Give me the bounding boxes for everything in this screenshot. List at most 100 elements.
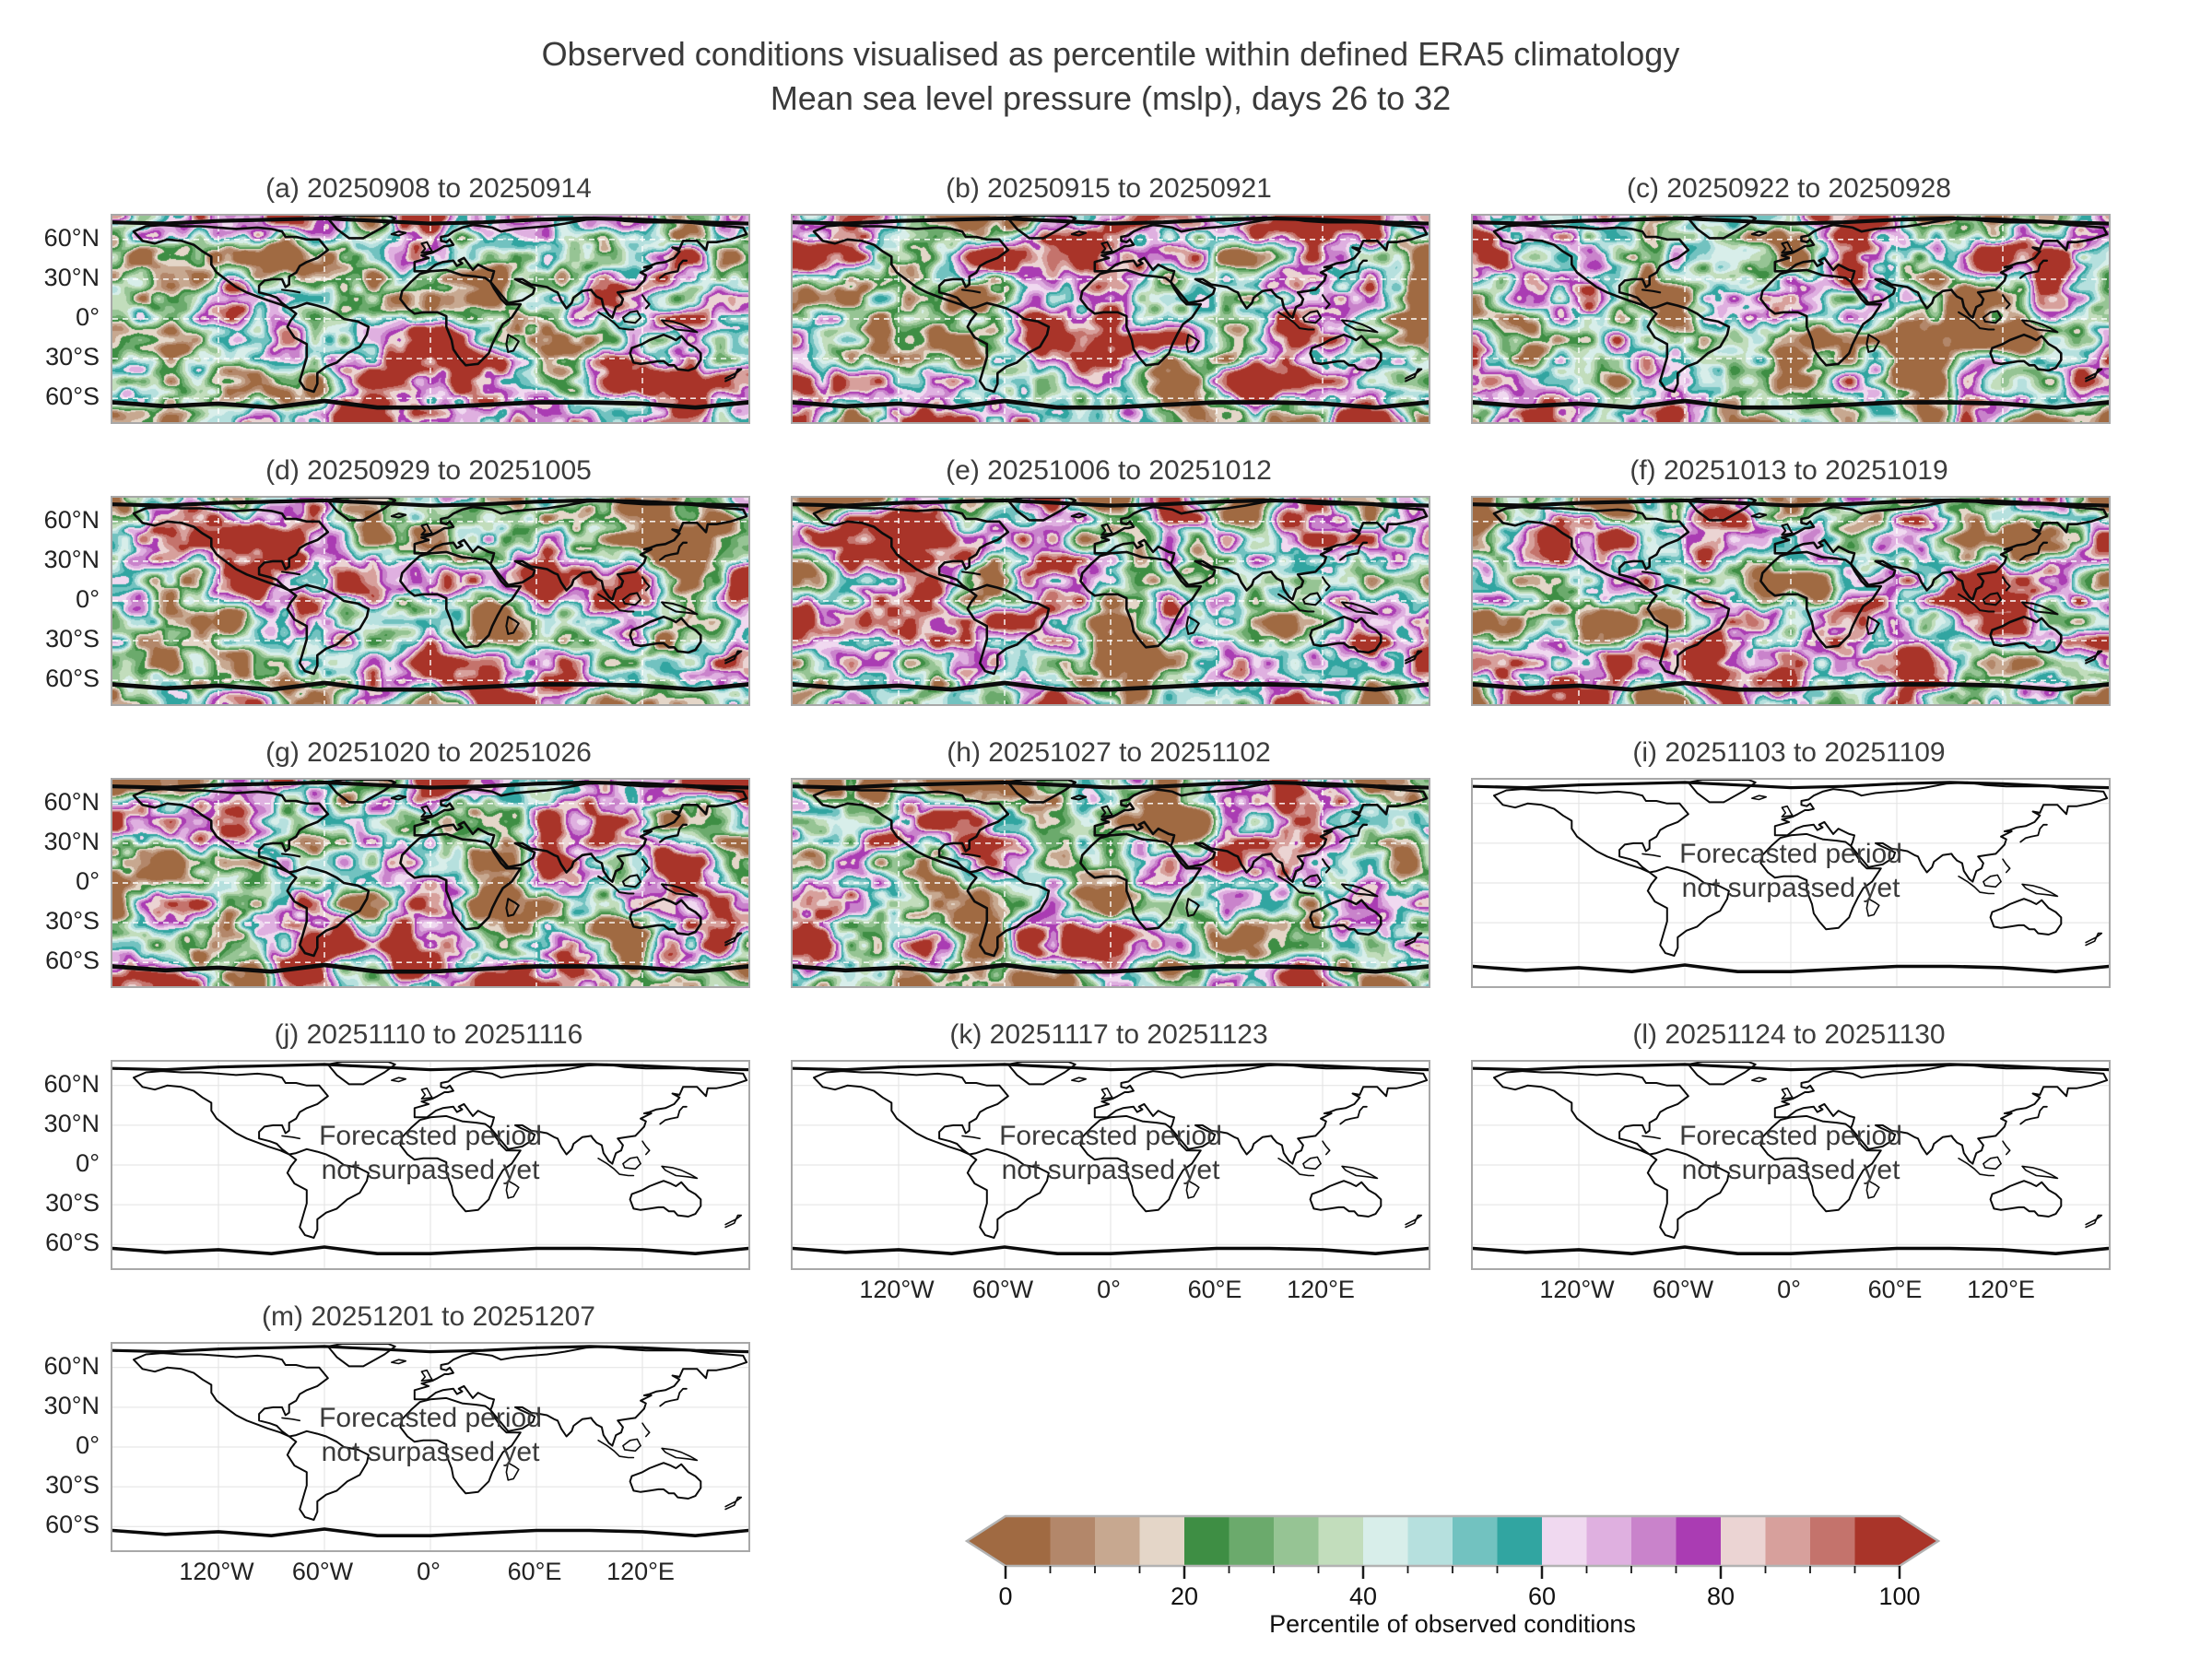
colorbar-label: Percentile of observed conditions bbox=[1269, 1610, 1636, 1638]
colorbar-tick-label: 40 bbox=[1349, 1583, 1377, 1610]
colorbar-segment bbox=[1274, 1516, 1320, 1566]
lat-tick-label: 60°N bbox=[43, 1351, 100, 1380]
forecast-note-line1: Forecasted period bbox=[1679, 1121, 1902, 1151]
forecast-pending-note: Forecasted period not surpassed yet bbox=[112, 1401, 748, 1469]
coastline-overlay bbox=[793, 498, 1429, 704]
colorbar-segment bbox=[1542, 1516, 1588, 1566]
lat-tick-label: 0° bbox=[76, 1431, 100, 1459]
forecast-note-line1: Forecasted period bbox=[319, 1403, 542, 1433]
forecast-note-line2: not surpassed yet bbox=[1681, 1155, 1900, 1185]
lat-tick-label: 60°S bbox=[45, 1511, 100, 1539]
forecast-pending-note: Forecasted period not surpassed yet bbox=[1473, 837, 2109, 905]
colorbar-tick-label: 0 bbox=[998, 1583, 1012, 1610]
forecast-note-line2: not surpassed yet bbox=[1001, 1155, 1220, 1185]
colorbar-segment bbox=[1497, 1516, 1543, 1566]
colorbar-arrow-left bbox=[967, 1516, 1006, 1566]
colorbar-segment bbox=[1095, 1516, 1141, 1566]
world-map-f bbox=[1471, 496, 2111, 706]
panel-title-d: (d) 20250929 to 20251005 bbox=[265, 455, 592, 486]
world-map-e bbox=[791, 496, 1430, 706]
lat-tick-label: 60°N bbox=[43, 223, 100, 252]
coastline-overlay bbox=[1473, 498, 2109, 704]
coastline-overlay bbox=[112, 780, 748, 986]
world-map-h bbox=[791, 778, 1430, 988]
coastline-overlay bbox=[1473, 216, 2109, 422]
lat-tick-label: 0° bbox=[76, 303, 100, 331]
colorbar-segment bbox=[1006, 1516, 1052, 1566]
lat-tick-label: 30°N bbox=[43, 263, 100, 291]
forecast-note-line2: not surpassed yet bbox=[1681, 873, 1900, 903]
colorbar-segment bbox=[1184, 1516, 1230, 1566]
lat-tick-label: 30°S bbox=[45, 907, 100, 935]
lat-tick-label: 0° bbox=[76, 867, 100, 895]
forecast-pending-note: Forecasted period not surpassed yet bbox=[1473, 1119, 2109, 1187]
coastline-overlay bbox=[793, 780, 1429, 986]
forecast-pending-note: Forecasted period not surpassed yet bbox=[793, 1119, 1429, 1187]
colorbar-tick-label: 60 bbox=[1528, 1583, 1556, 1610]
panel-title-e: (e) 20251006 to 20251012 bbox=[946, 455, 1272, 486]
lon-tick-label: 120°E bbox=[1287, 1276, 1355, 1303]
colorbar-tick-label: 20 bbox=[1171, 1583, 1198, 1610]
panel-title-k: (k) 20251117 to 20251123 bbox=[949, 1019, 1268, 1050]
colorbar-segment bbox=[1810, 1516, 1856, 1566]
lat-tick-label: 30°N bbox=[43, 827, 100, 855]
coastline-overlay bbox=[112, 1062, 748, 1268]
coastline-overlay bbox=[793, 216, 1429, 422]
lon-tick-label: 60°E bbox=[507, 1558, 562, 1585]
colorbar-tick-label: 80 bbox=[1707, 1583, 1735, 1610]
forecast-note-line1: Forecasted period bbox=[319, 1121, 542, 1151]
world-map-l: Forecasted period not surpassed yet bbox=[1471, 1060, 2111, 1270]
lat-tick-label: 30°N bbox=[43, 545, 100, 573]
colorbar-segment bbox=[1721, 1516, 1767, 1566]
world-map-c bbox=[1471, 214, 2111, 424]
colorbar-arrow-right bbox=[1900, 1516, 1938, 1566]
colorbar-segment bbox=[1050, 1516, 1096, 1566]
lat-tick-label: 60°S bbox=[45, 382, 100, 411]
colorbar-segment bbox=[1854, 1516, 1900, 1566]
world-map-m: Forecasted period not surpassed yet bbox=[111, 1342, 750, 1552]
world-map-d bbox=[111, 496, 750, 706]
lon-tick-label: 0° bbox=[417, 1558, 441, 1585]
colorbar-segment bbox=[1453, 1516, 1499, 1566]
lat-tick-label: 60°N bbox=[43, 505, 100, 534]
forecast-note-line1: Forecasted period bbox=[1679, 839, 1902, 869]
colorbar-segment bbox=[1229, 1516, 1275, 1566]
colorbar-segment bbox=[1139, 1516, 1185, 1566]
lat-tick-label: 0° bbox=[76, 1149, 100, 1177]
coastline-overlay bbox=[112, 1344, 748, 1550]
lon-tick-label: 120°E bbox=[606, 1558, 675, 1585]
colorbar-svg: 0 20 40 60 80 100 bbox=[964, 1514, 1941, 1610]
lat-tick-label: 30°S bbox=[45, 1471, 100, 1500]
world-map-i: Forecasted period not surpassed yet bbox=[1471, 778, 2111, 988]
lat-tick-label: 30°S bbox=[45, 1189, 100, 1218]
coastline-overlay bbox=[112, 216, 748, 422]
forecast-note-line2: not surpassed yet bbox=[321, 1155, 540, 1185]
lat-tick-label: 0° bbox=[76, 585, 100, 613]
world-map-j: Forecasted period not surpassed yet bbox=[111, 1060, 750, 1270]
lon-tick-label: 60°W bbox=[971, 1276, 1034, 1303]
lat-tick-label: 60°S bbox=[45, 1229, 100, 1257]
colorbar-segment bbox=[1765, 1516, 1811, 1566]
colorbar-segment bbox=[1631, 1516, 1677, 1566]
world-map-b bbox=[791, 214, 1430, 424]
colorbar-segment bbox=[1586, 1516, 1632, 1566]
lon-tick-label: 120°E bbox=[1967, 1276, 2035, 1303]
lat-tick-label: 30°S bbox=[45, 343, 100, 371]
world-map-g bbox=[111, 778, 750, 988]
lat-tick-label: 30°N bbox=[43, 1391, 100, 1419]
coastline-overlay bbox=[1473, 1062, 2109, 1268]
panel-title-i: (i) 20251103 to 20251109 bbox=[1632, 737, 1946, 768]
colorbar-segment bbox=[1363, 1516, 1409, 1566]
panel-title-j: (j) 20251110 to 20251116 bbox=[274, 1019, 583, 1050]
lat-tick-label: 60°N bbox=[43, 1069, 100, 1098]
coastline-overlay bbox=[1473, 780, 2109, 986]
panel-title-a: (a) 20250908 to 20250914 bbox=[265, 173, 592, 204]
lon-tick-label: 60°W bbox=[291, 1558, 354, 1585]
lat-tick-label: 30°N bbox=[43, 1109, 100, 1137]
world-map-k: Forecasted period not surpassed yet bbox=[791, 1060, 1430, 1270]
lat-tick-label: 30°S bbox=[45, 625, 100, 653]
forecast-note-line2: not surpassed yet bbox=[321, 1437, 540, 1467]
colorbar: 0 20 40 60 80 100 bbox=[964, 1514, 1941, 1615]
lat-tick-label: 60°S bbox=[45, 665, 100, 693]
